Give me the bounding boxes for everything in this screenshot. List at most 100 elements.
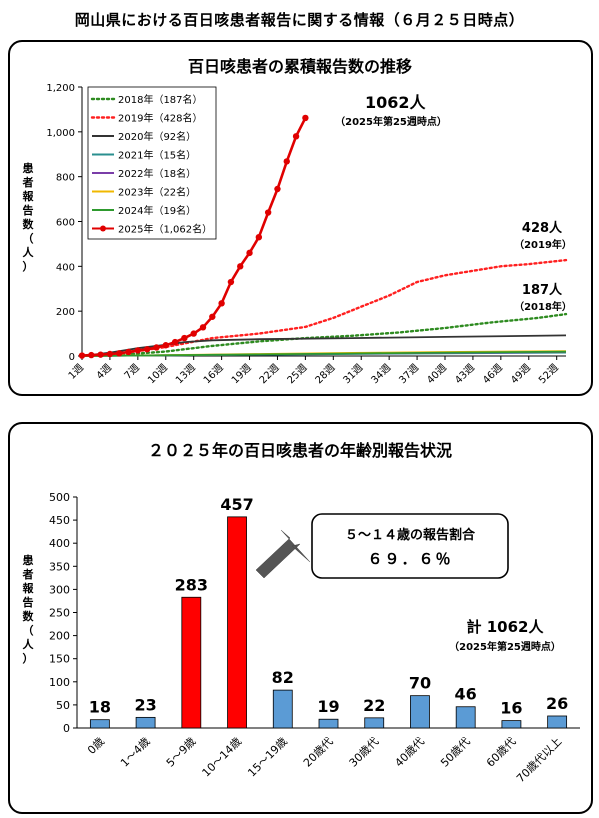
series-point-2025 [143, 346, 151, 353]
bar-value-label-2: 283 [175, 575, 208, 594]
callout-arrow [255, 529, 311, 579]
bar-category-label-10: 70歳代以上 [514, 735, 564, 785]
series-line-1 [80, 258, 568, 358]
bar-chart-ytick-label: 100 [49, 676, 70, 689]
series-point-2025 [97, 351, 104, 358]
series-line-6 [81, 350, 567, 357]
legend-label-7: 2025年（1,062名） [118, 223, 212, 236]
line-chart-xtick-label: 37週 [397, 362, 422, 387]
bar-chart-ytick-label: 250 [49, 607, 70, 620]
line-chart-xtick-label: 28週 [313, 362, 338, 387]
legend-label-3: 2021年（15名） [118, 149, 196, 162]
bar-chart-ytick-label: 50 [56, 699, 70, 712]
series-point-2025 [302, 114, 309, 122]
bar-8 [455, 706, 476, 729]
bar-4 [272, 689, 293, 729]
series-point-2025 [292, 133, 300, 140]
line-chart-xtick-label: 49週 [508, 362, 533, 387]
annotation-sub-2: （2018年） [514, 300, 572, 313]
bar-chart-ytick-label: 150 [49, 653, 70, 666]
bar-chart-ytick-label: 400 [49, 537, 70, 550]
annotation-value-1: 428人 [522, 220, 563, 236]
bar-5 [318, 718, 339, 729]
bar-category-label-3: 10～14歳 [200, 735, 245, 780]
bar-chart-ytick-label: 450 [49, 514, 70, 527]
line-chart-xtick-label: 25週 [285, 362, 310, 387]
bar-value-label-7: 70 [409, 674, 431, 693]
bar-9 [501, 720, 522, 729]
line-chart-xtick-label: 52週 [536, 362, 561, 387]
bar-value-label-9: 16 [500, 699, 522, 718]
bar-3 [227, 516, 247, 729]
line-chart-ytick-label: 400 [56, 262, 75, 273]
series-point-2025 [162, 342, 169, 349]
bar-category-label-5: 20歳代 [301, 735, 336, 770]
legend-label-6: 2024年（19名） [118, 204, 196, 217]
page-title: 岡山県における百日咳患者報告に関する情報（６月２５日時点） [74, 11, 525, 29]
line-chart-xtick-label: 16週 [201, 362, 226, 387]
series-point-2025 [78, 352, 86, 359]
bar-value-label-10: 26 [546, 694, 568, 713]
bar-category-label-7: 40歳代 [392, 735, 427, 770]
callout-line1: ５～１４歳の報告割合 [345, 527, 476, 543]
bar-value-label-1: 23 [134, 695, 156, 714]
line-chart-title: 百日咳患者の累積報告数の推移 [188, 57, 412, 76]
line-chart-ytick-label: 0 [69, 352, 75, 363]
cumulative-chart-panel: 百日咳患者の累積報告数の推移 患者報告数（人） 0 200 400 600 800 1,000… [8, 40, 593, 396]
legend-label-2: 2020年（92名） [118, 130, 196, 143]
line-chart-xtick-label: 40週 [425, 362, 450, 387]
bar-chart-ytick-label: 0 [63, 722, 70, 735]
series-point-2025 [106, 350, 114, 358]
series-line-2 [81, 334, 567, 357]
bar-0 [89, 719, 110, 729]
series-point-2025 [134, 347, 142, 354]
series-point-2025 [264, 209, 272, 216]
bar-value-label-6: 22 [363, 696, 385, 715]
line-chart-xtick-label: 19週 [229, 362, 254, 387]
callout-line2: ６９．６％ [367, 550, 452, 568]
series-point-2025 [181, 334, 188, 342]
bar-category-label-8: 50歳代 [438, 735, 473, 770]
series-point-2025 [255, 233, 263, 241]
age-chart-panel: ２０２５年の百日咳患者の年齢別報告状況 患者報告数（人） 0 50 100 150 200 2… [8, 422, 593, 814]
bar-category-label-4: 15～19歳 [245, 735, 290, 780]
line-chart-xtick-label: 46週 [480, 362, 505, 387]
series-point-2025 [116, 350, 123, 357]
series-point-2025 [218, 300, 225, 307]
bar-category-label-0: 0歳 [85, 735, 107, 757]
annotation-value-0: 1062人 [365, 93, 427, 112]
bar-chart-ylabel: 患者報告数（人） [22, 553, 35, 665]
line-chart-xtick-label: 34週 [369, 362, 394, 387]
line-chart-ytick-label: 800 [56, 173, 75, 184]
legend-label-5: 2023年（22名） [118, 186, 196, 199]
bar-category-label-1: 1～4歳 [118, 735, 153, 770]
line-chart-xtick-label: 43週 [452, 362, 477, 387]
total-label: 計 1062人 [467, 618, 545, 636]
legend-label-4: 2022年（18名） [118, 167, 196, 180]
bar-chart-ytick-label: 500 [49, 491, 70, 504]
series-point-2025 [227, 278, 235, 286]
line-chart-ytick-label: 1,200 [46, 83, 75, 94]
line-chart-ytick-label: 600 [56, 218, 75, 229]
annotation-sub-0: （2025年第25週時点） [335, 115, 447, 128]
line-chart-xtick-label: 31週 [341, 362, 366, 387]
total-sub: （2025年第25週時点） [449, 640, 561, 653]
series-point-2025 [190, 330, 197, 337]
line-chart-xtick-label: 4週 [94, 362, 114, 382]
legend-label-0: 2018年（187名） [118, 93, 203, 106]
bar-value-label-5: 19 [317, 697, 339, 716]
bar-category-label-9: 60歳代 [484, 735, 519, 770]
bar-6 [364, 717, 385, 729]
series-point-2025 [125, 348, 132, 356]
legend-marker-7 [100, 225, 106, 232]
legend-label-1: 2019年（428名） [118, 112, 203, 125]
bar-chart-title: ２０２５年の百日咳患者の年齢別報告状況 [148, 441, 452, 460]
line-chart-ytick-label: 200 [56, 307, 75, 318]
series-point-2025 [88, 351, 95, 359]
bar-category-label-6: 30歳代 [347, 735, 382, 770]
bar-value-label-8: 46 [455, 685, 477, 704]
series-point-2025 [246, 249, 253, 257]
callout-box [311, 513, 509, 579]
